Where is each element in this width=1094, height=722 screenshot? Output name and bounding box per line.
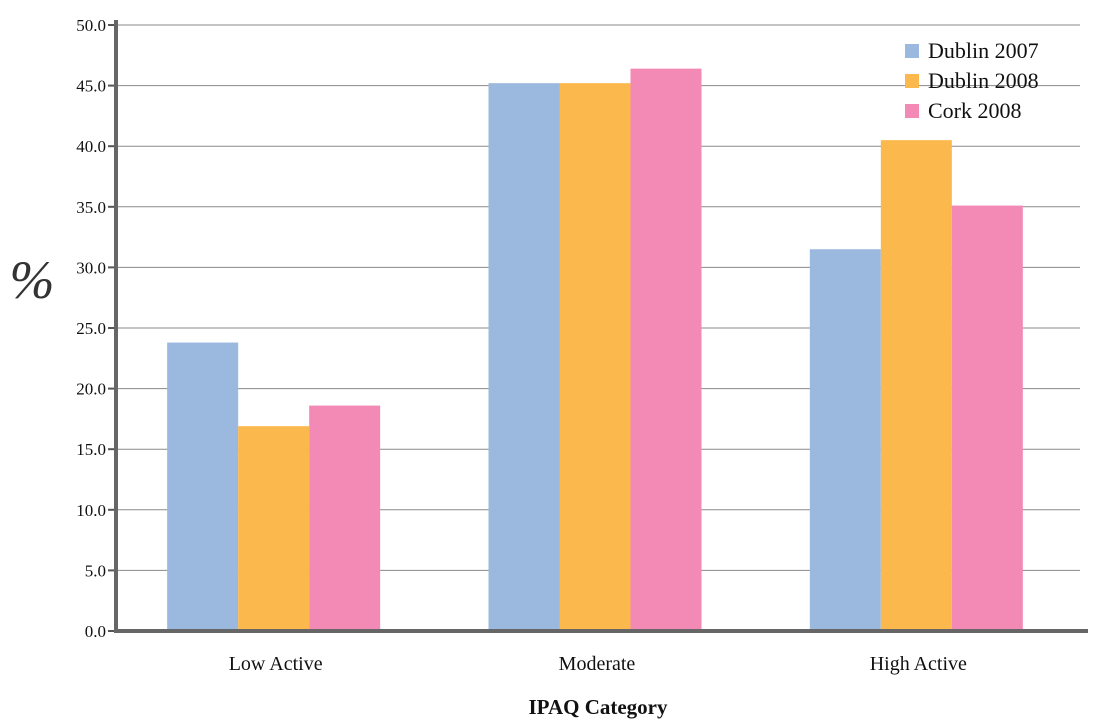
y-axis-title: % xyxy=(10,250,55,310)
y-tick-label: 0.0 xyxy=(85,622,106,641)
y-tick-label: 15.0 xyxy=(76,440,106,459)
legend-label: Dublin 2007 xyxy=(928,38,1039,63)
x-axis-title: IPAQ Category xyxy=(529,695,668,719)
y-tick-label: 20.0 xyxy=(76,380,106,399)
y-tick-label: 30.0 xyxy=(76,258,106,277)
bars xyxy=(167,68,1023,631)
bar-high-active-cork-2008 xyxy=(951,205,1023,631)
bar-low-active-dublin-2008 xyxy=(238,426,310,631)
x-category-label: Low Active xyxy=(229,653,323,675)
legend-label: Cork 2008 xyxy=(928,98,1022,123)
legend-swatch xyxy=(905,44,919,58)
y-tick-label: 40.0 xyxy=(76,137,106,156)
bar-moderate-cork-2008 xyxy=(630,68,702,631)
legend-swatch xyxy=(905,74,919,88)
y-tick-label: 10.0 xyxy=(76,501,106,520)
bar-high-active-dublin-2007 xyxy=(809,249,881,631)
axes xyxy=(108,20,1088,633)
y-tick-label: 50.0 xyxy=(76,16,106,35)
x-category-label: Moderate xyxy=(559,653,636,675)
bar-high-active-dublin-2008 xyxy=(880,140,952,631)
bar-low-active-dublin-2007 xyxy=(167,342,239,631)
bar-moderate-dublin-2008 xyxy=(559,83,631,631)
legend-swatch xyxy=(905,104,919,118)
bar-low-active-cork-2008 xyxy=(309,405,381,631)
y-tick-label: 35.0 xyxy=(76,198,106,217)
y-tick-label: 5.0 xyxy=(85,561,106,580)
legend-label: Dublin 2008 xyxy=(928,68,1039,93)
legend: Dublin 2007 Dublin 2008 Cork 2008 xyxy=(905,38,1039,123)
labels: 0.0 5.0 10.0 15.0 20.0 25.0 30.0 35.0 40.0 45.0 50… xyxy=(10,16,968,719)
y-tick-label: 25.0 xyxy=(76,319,106,338)
x-category-label: High Active xyxy=(870,653,967,675)
y-tick-label: 45.0 xyxy=(76,77,106,96)
bar-moderate-dublin-2007 xyxy=(488,83,560,631)
